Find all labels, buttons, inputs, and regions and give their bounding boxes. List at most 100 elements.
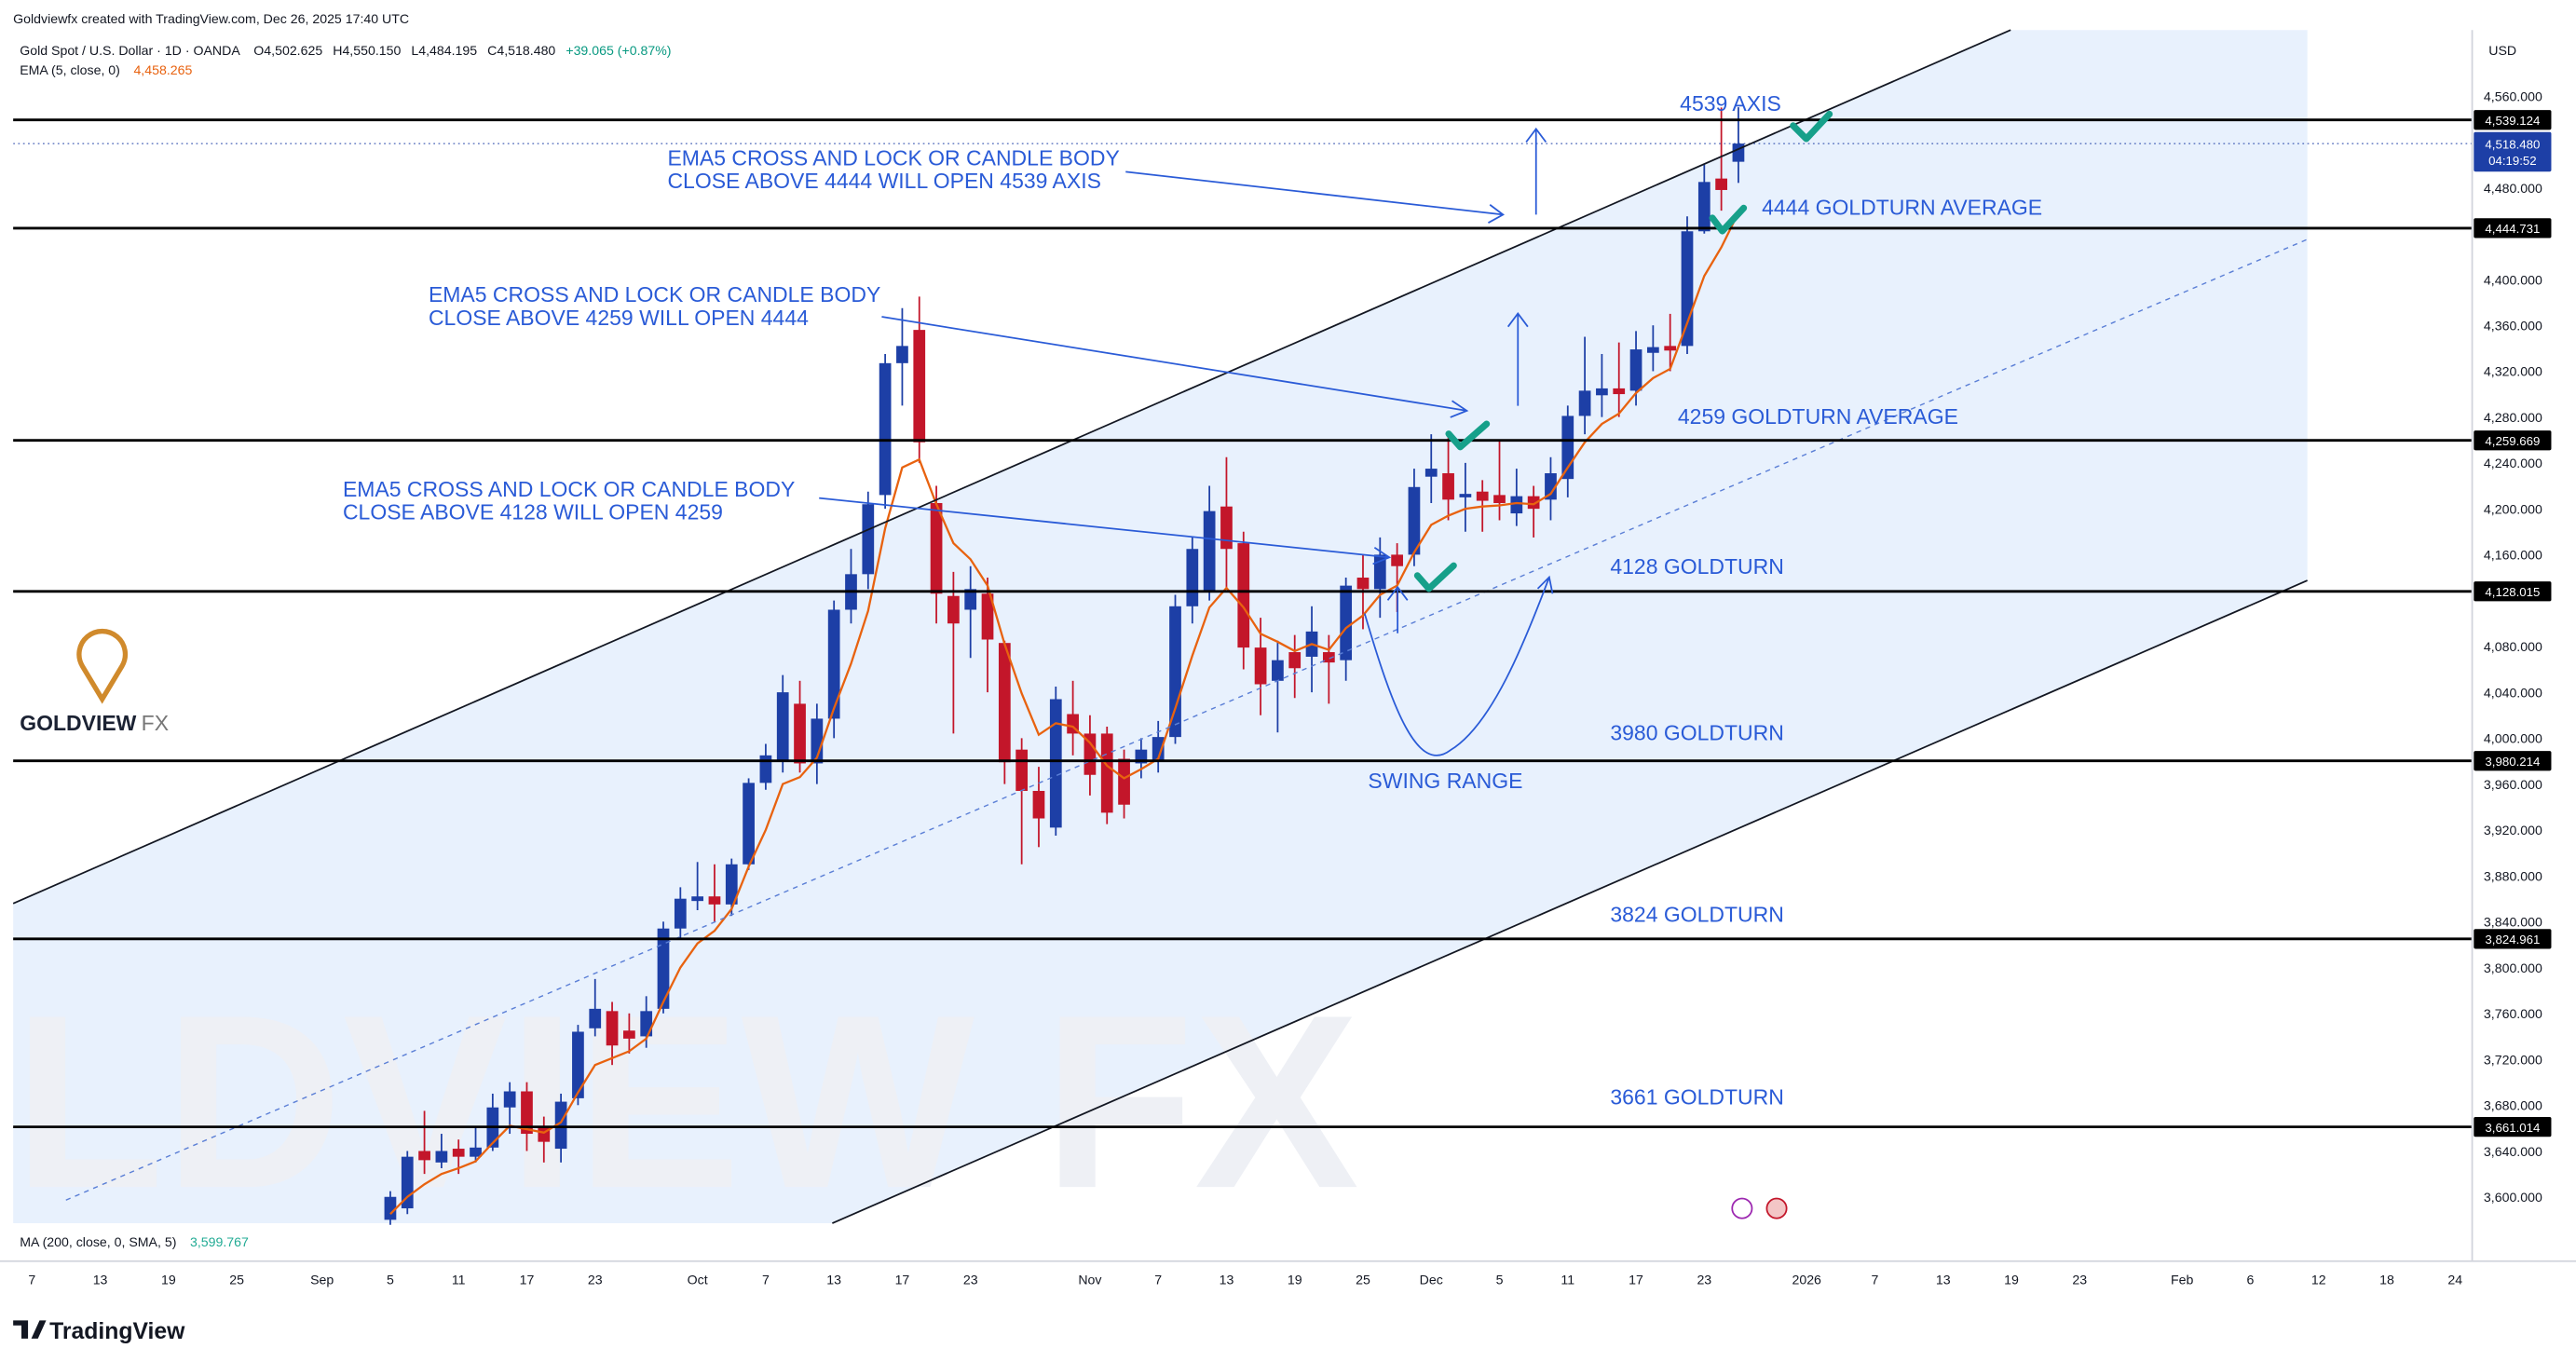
candle-body bbox=[1613, 388, 1626, 395]
candle-body bbox=[521, 1091, 533, 1135]
candle-body bbox=[572, 1031, 584, 1098]
arrow bbox=[1386, 585, 1409, 633]
arrows bbox=[819, 127, 1554, 756]
countdown: 04:19:52 bbox=[2488, 154, 2537, 168]
candle-body bbox=[827, 609, 840, 719]
candle-body bbox=[1032, 790, 1045, 819]
candle-body bbox=[998, 643, 1011, 763]
arrow bbox=[881, 316, 1469, 418]
candle-body bbox=[1545, 473, 1557, 500]
overlay: 4539 AXIS 4444 GOLDTURN AVERAGE 4259 GOLDT… bbox=[13, 91, 2473, 1129]
y-tick-label: 4,480.000 bbox=[2484, 181, 2542, 196]
channel-fill bbox=[13, 30, 2308, 1224]
x-tick-label: 19 bbox=[2004, 1272, 2019, 1287]
annotation: CLOSE ABOVE 4444 WILL OPEN 4539 AXIS bbox=[667, 169, 1100, 193]
ma-name: MA (200, close, 0, SMA, 5) bbox=[20, 1234, 176, 1249]
candle-body bbox=[1254, 647, 1267, 685]
logo-icon bbox=[76, 628, 129, 704]
y-tick-label: 3,640.000 bbox=[2484, 1144, 2542, 1159]
candle-body bbox=[1049, 699, 1062, 828]
y-tick-label: 4,040.000 bbox=[2484, 685, 2542, 700]
candle-body bbox=[1220, 506, 1233, 550]
candle-body bbox=[1578, 390, 1591, 416]
x-tick-label: 17 bbox=[895, 1272, 910, 1287]
x-tick-label: 13 bbox=[826, 1272, 841, 1287]
level-annotation: 4539 AXIS bbox=[1680, 91, 1781, 116]
x-tick-label: 12 bbox=[2311, 1272, 2326, 1287]
checkmarks bbox=[1413, 110, 1833, 592]
x-tick-label: 23 bbox=[963, 1272, 978, 1287]
annotation: EMA5 CROSS AND LOCK OR CANDLE BODY bbox=[429, 282, 880, 306]
arrow bbox=[1125, 170, 1505, 224]
watermark: LDVIEW FX bbox=[13, 964, 1360, 1240]
candle-body bbox=[452, 1149, 465, 1157]
footer: TradingView bbox=[13, 1319, 185, 1344]
logo-fx: FX bbox=[142, 711, 169, 735]
symbol: Gold Spot / U.S. Dollar · 1D · OANDA bbox=[20, 43, 240, 58]
candle-body bbox=[503, 1091, 516, 1108]
arrow bbox=[1506, 312, 1529, 406]
x-tick-label: 5 bbox=[1496, 1272, 1504, 1287]
x-tick-label: 19 bbox=[161, 1272, 176, 1287]
x-tick-label: 25 bbox=[1356, 1272, 1370, 1287]
level-annotation: 3661 GOLDTURN bbox=[1610, 1085, 1784, 1110]
candle-body bbox=[1732, 143, 1745, 162]
candle-body bbox=[743, 783, 755, 865]
footer-logo bbox=[13, 1320, 47, 1339]
ema-line bbox=[389, 211, 1739, 1216]
x-tick-label: Nov bbox=[1078, 1272, 1102, 1287]
logo: GOLDVIEW FX bbox=[20, 628, 169, 735]
y-tick-label: 4,200.000 bbox=[2484, 501, 2542, 516]
event-icon[interactable] bbox=[1765, 1197, 1788, 1219]
level-tag-label: 3,824.961 bbox=[2485, 933, 2540, 947]
y-tick-label: 4,400.000 bbox=[2484, 272, 2542, 287]
candle-body bbox=[1442, 473, 1454, 500]
level-tag-label: 3,661.014 bbox=[2485, 1121, 2540, 1135]
level-tag bbox=[2474, 110, 2552, 130]
event-icon[interactable] bbox=[1731, 1197, 1753, 1219]
x-tick-label: Oct bbox=[688, 1272, 708, 1287]
level-tag-label: 4,444.731 bbox=[2485, 222, 2540, 236]
x-tick-label: 23 bbox=[2072, 1272, 2087, 1287]
y-tick-label: 3,960.000 bbox=[2484, 777, 2542, 792]
x-tick-label: 17 bbox=[520, 1272, 535, 1287]
candle-body bbox=[1340, 585, 1353, 661]
candle-body bbox=[1203, 511, 1216, 591]
candle-body bbox=[1237, 543, 1250, 648]
level-tag bbox=[2474, 751, 2552, 771]
candle-body bbox=[657, 928, 670, 1009]
x-tick-label: Feb bbox=[2171, 1272, 2194, 1287]
plot-area bbox=[13, 107, 2473, 1225]
y-tick-label: 3,880.000 bbox=[2484, 868, 2542, 883]
x-tick-label: 11 bbox=[1561, 1272, 1574, 1287]
candle-body bbox=[930, 503, 943, 594]
candle-body bbox=[1356, 578, 1370, 590]
y-tick-label: 3,760.000 bbox=[2484, 1006, 2542, 1021]
x-tick-label: 13 bbox=[1220, 1272, 1234, 1287]
candle-body bbox=[981, 593, 994, 640]
candle-body bbox=[1561, 415, 1574, 480]
x-tick-label: Sep bbox=[310, 1272, 334, 1287]
annotation: EMA5 CROSS AND LOCK OR CANDLE BODY bbox=[343, 477, 795, 501]
x-tick-label: Dec bbox=[1420, 1272, 1443, 1287]
x-tick-label: 11 bbox=[452, 1272, 466, 1287]
level-annotation: 4259 GOLDTURN AVERAGE bbox=[1678, 404, 1958, 429]
x-tick-label: 7 bbox=[28, 1272, 35, 1287]
high: H4,550.150 bbox=[333, 43, 401, 58]
y-tick-label: 4,320.000 bbox=[2484, 364, 2542, 379]
level-annotation: 3824 GOLDTURN bbox=[1610, 902, 1784, 926]
level-tag bbox=[2474, 929, 2552, 949]
candle-body bbox=[589, 1008, 602, 1028]
candle-body bbox=[1476, 491, 1489, 501]
ema-name: EMA (5, close, 0) bbox=[20, 62, 120, 77]
y-tick-label: 4,280.000 bbox=[2484, 410, 2542, 425]
y-tick-label: 4,560.000 bbox=[2484, 89, 2542, 103]
swing-label: SWING RANGE bbox=[1368, 769, 1522, 793]
checkmark bbox=[1445, 420, 1491, 451]
y-tick-label: 3,720.000 bbox=[2484, 1052, 2542, 1067]
y-tick-label: 3,840.000 bbox=[2484, 915, 2542, 930]
x-tick-label: 19 bbox=[1288, 1272, 1302, 1287]
candle-body bbox=[1510, 496, 1523, 514]
